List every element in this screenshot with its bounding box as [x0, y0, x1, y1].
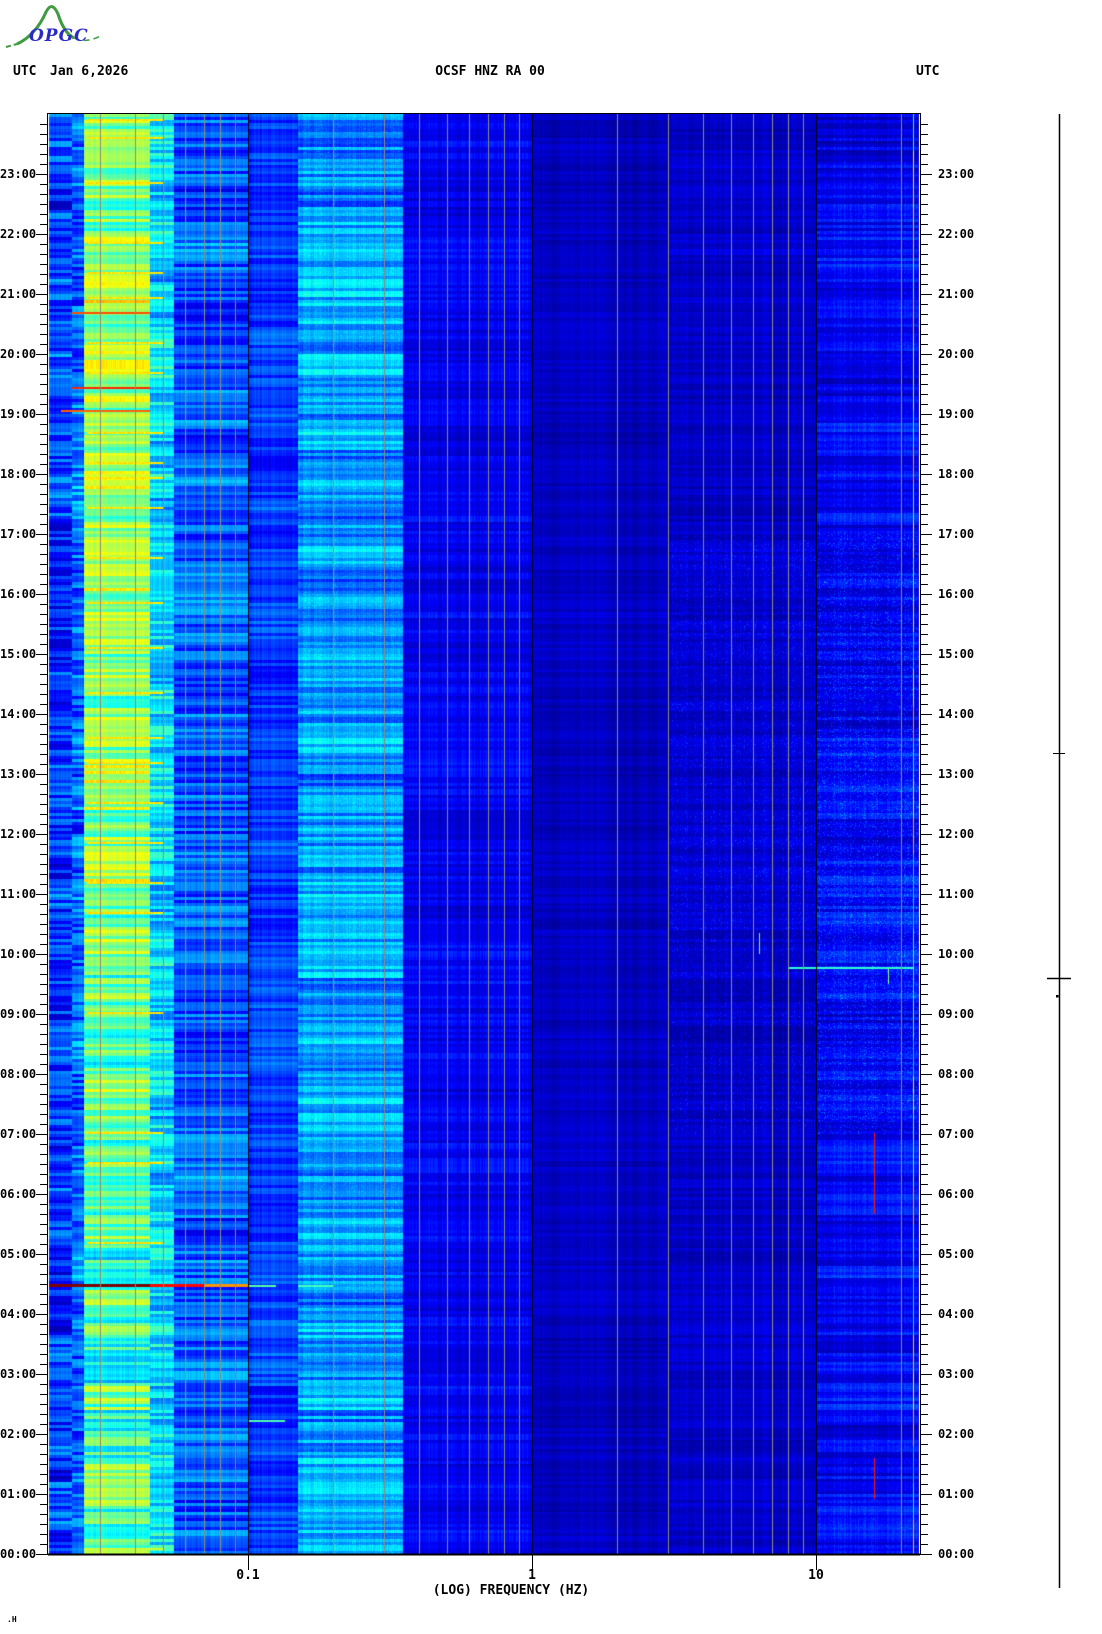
y-axis-label-left: 22:00 — [0, 227, 37, 241]
y-axis-label-left: 05:00 — [0, 1247, 37, 1261]
x-axis-tick-label: 0.1 — [236, 1568, 260, 1583]
y-axis-label-left: 16:00 — [0, 587, 37, 601]
y-axis-label-right: 22:00 — [938, 227, 975, 241]
y-axis-label-right: 16:00 — [938, 587, 975, 601]
y-axis-label-left: 08:00 — [0, 1067, 37, 1081]
y-axis-label-right: 04:00 — [938, 1307, 975, 1321]
y-axis-label-right: 21:00 — [938, 287, 975, 301]
y-axis-label-right: 12:00 — [938, 827, 975, 841]
y-axis-label-right: 17:00 — [938, 527, 975, 541]
header-utc-right: UTC — [916, 64, 940, 79]
y-axis-label-right: 00:00 — [938, 1547, 975, 1561]
header-station-title: OCSF HNZ RA 00 — [435, 64, 545, 79]
logo-dash-left — [5, 43, 18, 48]
y-axis-label-left: 07:00 — [0, 1127, 37, 1141]
y-axis-label-right: 10:00 — [938, 947, 975, 961]
y-axis-label-left: 04:00 — [0, 1307, 37, 1321]
y-axis-label-right: 14:00 — [938, 707, 975, 721]
x-axis-title: (LOG) FREQUENCY (HZ) — [432, 1583, 590, 1598]
y-axis-label-right: 06:00 — [938, 1187, 975, 1201]
y-axis-label-left: 01:00 — [0, 1487, 37, 1501]
y-axis-label-left: 20:00 — [0, 347, 37, 361]
y-axis-label-left: 15:00 — [0, 647, 37, 661]
mountain-profile-icon — [16, 5, 75, 46]
y-axis-label-right: 20:00 — [938, 347, 975, 361]
y-axis-label-right: 23:00 — [938, 167, 975, 181]
x-axis-tick-label: 1 — [528, 1568, 536, 1583]
y-axis-label-left: 17:00 — [0, 527, 37, 541]
y-axis-label-left: 10:00 — [0, 947, 37, 961]
y-axis-label-right: 18:00 — [938, 467, 975, 481]
y-axis-label-left: 06:00 — [0, 1187, 37, 1201]
corner-mark: .H — [7, 1615, 17, 1624]
y-axis-label-left: 12:00 — [0, 827, 37, 841]
logo-text: OPGC — [29, 26, 89, 46]
logo-dash-right — [73, 34, 103, 42]
y-axis-label-left: 23:00 — [0, 167, 37, 181]
header-date: Jan 6,2026 — [50, 64, 129, 79]
y-axis-label-left: 09:00 — [0, 1007, 37, 1021]
y-axis-label-right: 11:00 — [938, 887, 975, 901]
y-axis-label-left: 03:00 — [0, 1367, 37, 1381]
y-axis-label-left: 19:00 — [0, 407, 37, 421]
spectrogram-heatmap — [48, 114, 920, 1554]
y-axis-label-left: 00:00 — [0, 1547, 37, 1561]
opgc-logo: OPGC — [5, 5, 103, 48]
y-axis-label-right: 01:00 — [938, 1487, 975, 1501]
y-axis-label-right: 15:00 — [938, 647, 975, 661]
y-axis-label-right: 19:00 — [938, 407, 975, 421]
y-axis-label-left: 11:00 — [0, 887, 37, 901]
y-axis-label-right: 13:00 — [938, 767, 975, 781]
y-axis-label-left: 02:00 — [0, 1427, 37, 1441]
y-axis-label-right: 07:00 — [938, 1127, 975, 1141]
y-axis-label-left: 18:00 — [0, 467, 37, 481]
y-axis-label-left: 14:00 — [0, 707, 37, 721]
y-axis-label-right: 05:00 — [938, 1247, 975, 1261]
y-axis-label-right: 09:00 — [938, 1007, 975, 1021]
x-axis-tick-label: 10 — [808, 1568, 824, 1583]
y-axis-label-right: 02:00 — [938, 1427, 975, 1441]
reference-dot — [1056, 995, 1059, 998]
y-axis-label-right: 03:00 — [938, 1367, 975, 1381]
header-utc-left: UTC — [13, 64, 37, 79]
y-axis-label-right: 08:00 — [938, 1067, 975, 1081]
y-axis-label-left: 13:00 — [0, 767, 37, 781]
y-axis-label-left: 21:00 — [0, 287, 37, 301]
